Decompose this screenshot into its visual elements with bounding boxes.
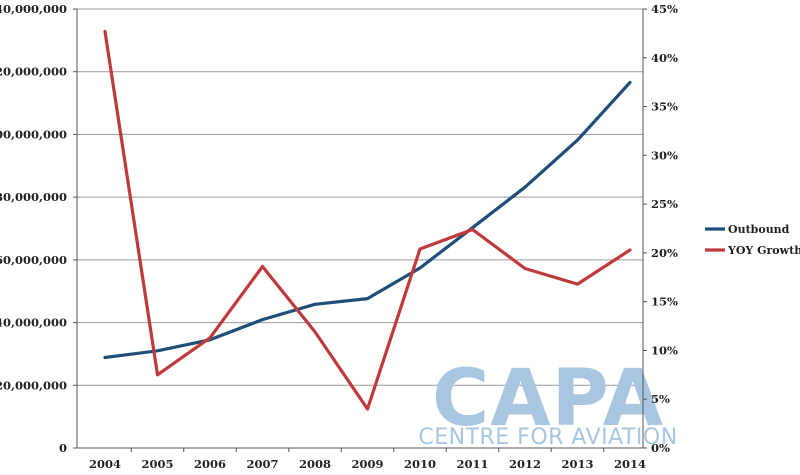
x-axis-ticks: 2004 2005 2006 2007 2008 2009 2010 2011 2012 2013… [89,448,646,471]
x-tick-label: 2014 [614,457,646,471]
right-tick-label: 40% [651,51,678,65]
series-line-yoy-growth [103,29,632,411]
x-tick-label: 2009 [351,457,383,471]
left-tick-label: 140,000,000 [0,2,67,16]
x-tick-label: 2011 [456,457,488,471]
grid [77,8,643,386]
right-tick-label: 25% [651,197,678,211]
right-tick-label: 45% [651,2,678,16]
left-tick-label: 40,000,000 [0,316,67,330]
series-lines [103,29,632,411]
left-tick-label: 20,000,000 [0,378,67,392]
right-tick-label: 30% [651,148,678,162]
left-tick-label: 100,000,000 [0,127,67,141]
right-tick-label: 35% [651,100,678,114]
legend: Outbound YOY Growth [705,223,800,257]
x-tick-label: 2006 [194,457,226,471]
x-tick-label: 2012 [509,457,541,471]
legend-label-outbound: Outbound [728,223,790,236]
x-tick-label: 2007 [246,457,278,471]
x-tick-label: 2010 [404,457,436,471]
left-tick-label: 120,000,000 [0,65,67,79]
left-tick-label: 80,000,000 [0,190,67,204]
left-axis-ticks: 0 20,000,000 40,000,000 60,000,000 80,000,00… [0,2,77,455]
x-tick-label: 2005 [141,457,173,471]
right-tick-label: 10% [651,343,678,357]
axes [76,9,644,449]
right-axis-ticks: 0% 5% 10% 15% 20% 25% 30% 35% 40% 45% [643,2,678,455]
right-tick-label: 20% [651,246,678,260]
logo-subtext: CENTRE FOR AVIATION [418,425,677,450]
right-tick-label: 15% [651,295,678,309]
x-tick-label: 2008 [299,457,331,471]
x-tick-label: 2004 [89,457,121,471]
left-tick-label: 60,000,000 [0,253,67,267]
series-line-outbound [103,80,632,360]
logo-text: CAPA [432,354,664,444]
x-tick-label: 2013 [561,457,593,471]
capa-logo: CAPA CENTRE FOR AVIATION [418,354,677,450]
right-tick-label: 5% [651,392,670,406]
legend-label-yoy-growth: YOY Growth [727,244,800,257]
right-tick-label: 0% [651,441,670,455]
left-tick-label: 0 [59,441,67,455]
